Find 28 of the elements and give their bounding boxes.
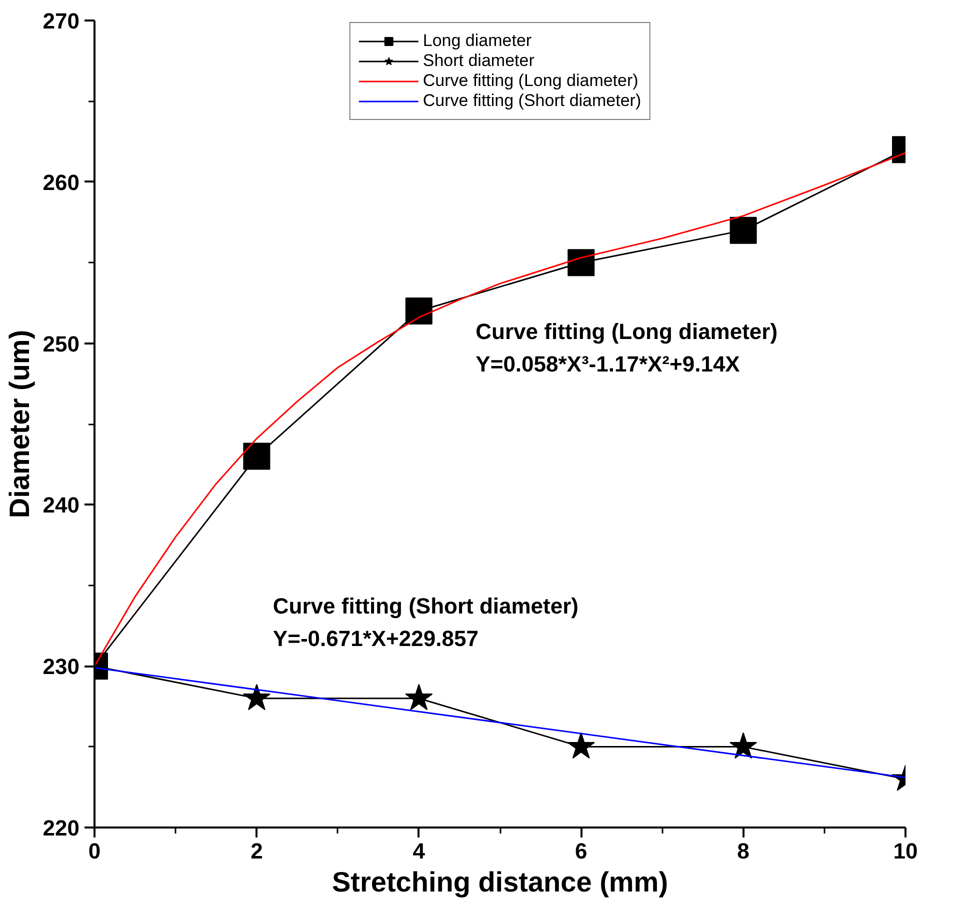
x-axis-title: Stretching distance (mm)	[332, 866, 668, 898]
y-tick-label: 270	[42, 8, 80, 34]
y-tick-label: 240	[42, 492, 80, 518]
point	[567, 732, 595, 759]
x-tick-label: 2	[250, 838, 263, 864]
y-tick-label: 250	[42, 331, 80, 356]
annotation: Curve fitting (Long diameter) Y=0.058*X³-1.17*X²+9.14X	[476, 319, 778, 377]
y-tick-label: 230	[42, 654, 80, 680]
point	[405, 298, 432, 325]
point	[729, 732, 758, 759]
annotation: Curve fitting (Short diameter) Y=-0.671*X+229.857	[272, 593, 578, 651]
x-tick-label: 10	[893, 838, 918, 864]
y-axis-title: Diameter (um)	[4, 330, 35, 518]
y-tick-label: 260	[42, 170, 80, 195]
legend-label: Short diameter	[422, 51, 534, 71]
legend-label: Curve fitting (Short diameter)	[422, 91, 642, 111]
x-tick-label: 6	[574, 838, 588, 864]
point	[730, 216, 757, 244]
point	[243, 442, 270, 470]
x-tick-label: 0	[88, 838, 101, 864]
point	[242, 684, 271, 710]
x-tick-label: 4	[412, 838, 426, 864]
x-tick-label: 8	[737, 838, 750, 864]
point	[405, 684, 433, 710]
legend-label: Long diameter	[422, 31, 532, 51]
y-tick-label: 220	[42, 816, 80, 840]
legend-label: Curve fitting (Long diameter)	[422, 71, 638, 91]
point	[568, 249, 595, 276]
